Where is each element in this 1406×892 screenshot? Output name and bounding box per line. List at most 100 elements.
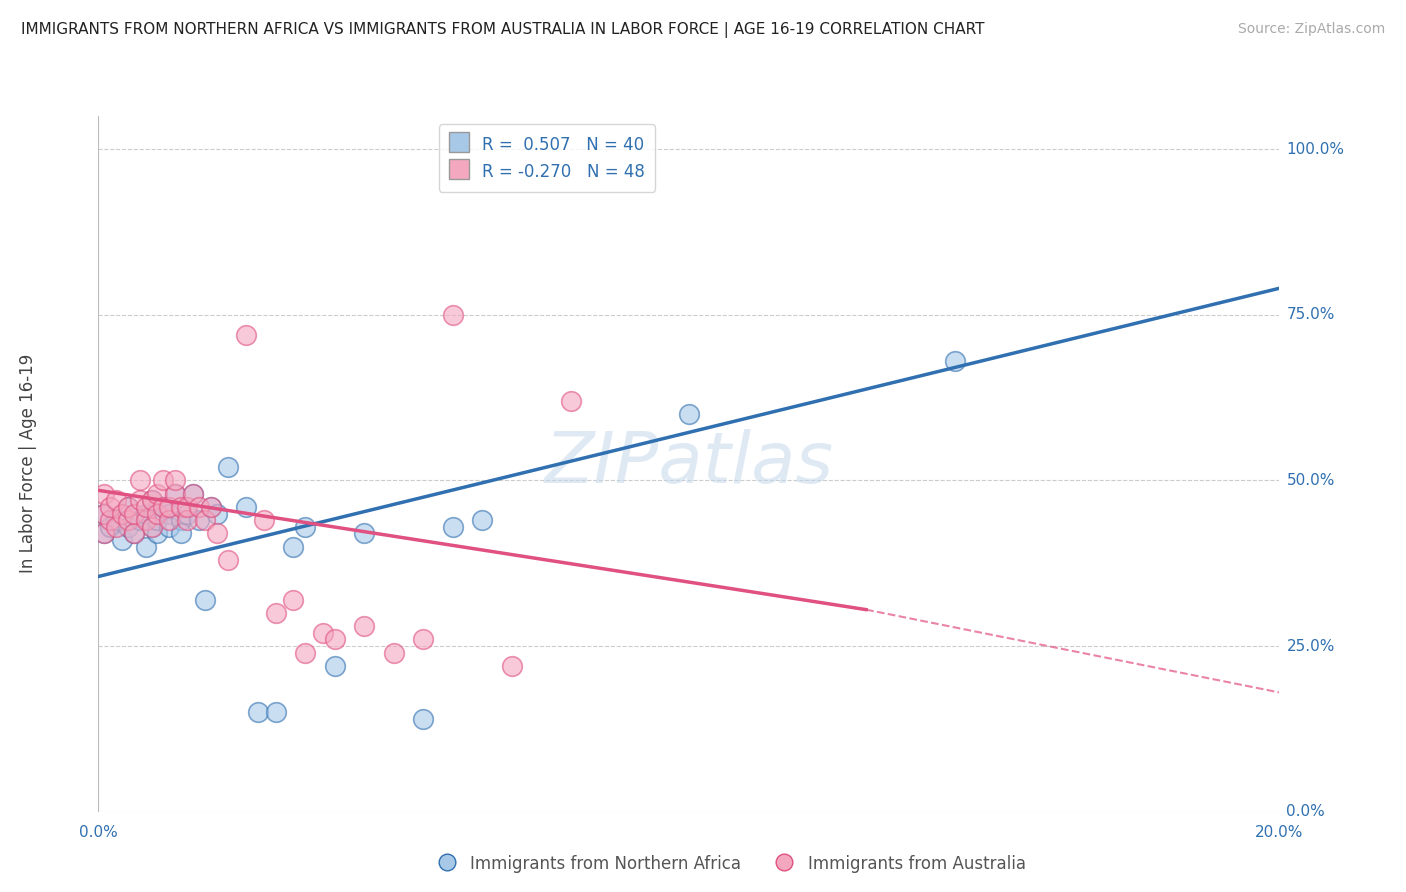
- Point: [165, 474, 187, 488]
- Point: [135, 540, 157, 554]
- Point: [146, 486, 169, 500]
- Point: [93, 526, 115, 541]
- Text: 0.0%: 0.0%: [79, 825, 118, 840]
- Point: [283, 540, 305, 554]
- Point: [264, 706, 287, 720]
- Point: [181, 486, 204, 500]
- Point: [135, 507, 157, 521]
- Point: [157, 500, 180, 514]
- Point: [128, 493, 150, 508]
- Text: ZIPatlas: ZIPatlas: [544, 429, 834, 499]
- Point: [111, 507, 134, 521]
- Point: [200, 500, 222, 514]
- Point: [141, 520, 163, 534]
- Point: [200, 500, 222, 514]
- Point: [157, 520, 180, 534]
- Point: [217, 553, 239, 567]
- Point: [412, 712, 434, 726]
- Point: [93, 526, 115, 541]
- Point: [294, 520, 316, 534]
- Text: In Labor Force | Age 16-19: In Labor Force | Age 16-19: [20, 354, 37, 574]
- Point: [176, 513, 198, 527]
- Point: [141, 520, 163, 534]
- Text: 75.0%: 75.0%: [1286, 307, 1334, 322]
- Point: [170, 526, 193, 541]
- Point: [235, 327, 257, 342]
- Point: [678, 407, 700, 421]
- Point: [105, 520, 128, 534]
- Point: [122, 526, 145, 541]
- Point: [152, 474, 174, 488]
- Point: [122, 526, 145, 541]
- Point: [205, 526, 228, 541]
- Point: [146, 507, 169, 521]
- Point: [152, 500, 174, 514]
- Point: [93, 507, 115, 521]
- Text: Source: ZipAtlas.com: Source: ZipAtlas.com: [1237, 22, 1385, 37]
- Point: [246, 706, 269, 720]
- Point: [283, 592, 305, 607]
- Text: 50.0%: 50.0%: [1286, 473, 1334, 488]
- Point: [98, 513, 121, 527]
- Point: [253, 513, 276, 527]
- Point: [98, 520, 121, 534]
- Point: [141, 493, 163, 508]
- Point: [382, 646, 405, 660]
- Point: [117, 500, 139, 514]
- Point: [323, 659, 346, 673]
- Point: [128, 513, 150, 527]
- Point: [194, 513, 217, 527]
- Point: [122, 507, 145, 521]
- Text: 100.0%: 100.0%: [1286, 142, 1344, 157]
- Point: [205, 507, 228, 521]
- Text: 20.0%: 20.0%: [1256, 825, 1303, 840]
- Point: [441, 520, 464, 534]
- Point: [187, 500, 209, 514]
- Point: [146, 526, 169, 541]
- Point: [98, 500, 121, 514]
- Point: [187, 513, 209, 527]
- Point: [152, 500, 174, 514]
- Point: [235, 500, 257, 514]
- Point: [441, 308, 464, 322]
- Point: [105, 513, 128, 527]
- Point: [170, 500, 193, 514]
- Text: 0.0%: 0.0%: [1286, 805, 1326, 819]
- Point: [117, 520, 139, 534]
- Point: [165, 486, 187, 500]
- Text: 25.0%: 25.0%: [1286, 639, 1334, 654]
- Point: [165, 486, 187, 500]
- Point: [141, 493, 163, 508]
- Point: [117, 513, 139, 527]
- Point: [194, 592, 217, 607]
- Point: [471, 513, 494, 527]
- Point: [93, 486, 115, 500]
- Point: [135, 513, 157, 527]
- Point: [323, 632, 346, 647]
- Point: [501, 659, 523, 673]
- Point: [176, 507, 198, 521]
- Point: [111, 533, 134, 547]
- Point: [560, 393, 582, 408]
- Point: [170, 513, 193, 527]
- Point: [93, 507, 115, 521]
- Point: [943, 354, 966, 368]
- Point: [412, 632, 434, 647]
- Point: [353, 526, 375, 541]
- Legend: Immigrants from Northern Africa, Immigrants from Australia: Immigrants from Northern Africa, Immigra…: [430, 848, 1032, 880]
- Text: IMMIGRANTS FROM NORTHERN AFRICA VS IMMIGRANTS FROM AUSTRALIA IN LABOR FORCE | AG: IMMIGRANTS FROM NORTHERN AFRICA VS IMMIG…: [21, 22, 984, 38]
- Point: [181, 486, 204, 500]
- Point: [353, 619, 375, 633]
- Point: [264, 606, 287, 620]
- Point: [105, 493, 128, 508]
- Point: [312, 625, 335, 640]
- Point: [294, 646, 316, 660]
- Point: [157, 507, 180, 521]
- Legend: R =  0.507   N = 40, R = -0.270   N = 48: R = 0.507 N = 40, R = -0.270 N = 48: [439, 124, 655, 192]
- Point: [146, 513, 169, 527]
- Point: [157, 513, 180, 527]
- Point: [128, 474, 150, 488]
- Point: [135, 500, 157, 514]
- Point: [217, 460, 239, 475]
- Point: [176, 500, 198, 514]
